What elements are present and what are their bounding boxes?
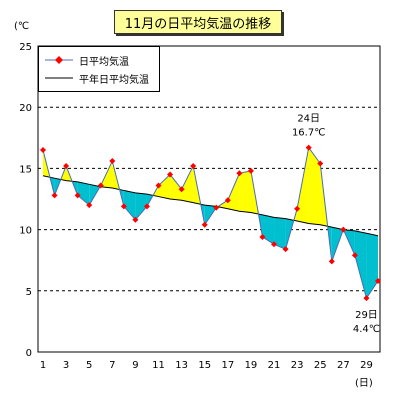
point-day-4 bbox=[74, 192, 81, 199]
x-tick-19: 19 bbox=[245, 360, 258, 371]
x-tick-27: 27 bbox=[337, 360, 350, 371]
point-day-26 bbox=[328, 258, 335, 265]
y-tick-10: 10 bbox=[19, 226, 32, 237]
x-tick-29: 29 bbox=[360, 360, 373, 371]
point-day-30 bbox=[375, 278, 381, 285]
fill-segment-11 bbox=[170, 174, 182, 201]
point-day-12 bbox=[167, 171, 174, 178]
annotation-day-24: 24日 bbox=[297, 114, 320, 125]
fill-segment-7 bbox=[123, 190, 136, 220]
series-line-daily bbox=[42, 146, 379, 300]
x-tick-labels: 1 3 5 7 9 11 13 15 17 19 21 23 25 27 29 bbox=[40, 360, 373, 371]
point-day-5 bbox=[86, 202, 93, 209]
fill-segment-22 bbox=[297, 147, 309, 224]
point-day-24 bbox=[305, 144, 312, 151]
point-day-15 bbox=[201, 221, 208, 228]
point-day-22 bbox=[282, 246, 289, 253]
x-tick-1: 1 bbox=[40, 360, 46, 371]
x-tick-7: 7 bbox=[109, 360, 115, 371]
point-day-25 bbox=[317, 160, 324, 167]
y-tick-5: 5 bbox=[26, 287, 32, 298]
point-day-9 bbox=[132, 216, 139, 223]
annotations: 24日 16.7℃ 29日 4.4℃ bbox=[292, 114, 380, 336]
chart-title-text: 11月の日平均気温の推移 bbox=[124, 16, 272, 32]
y-tick-labels: 0 5 10 15 20 25 bbox=[19, 42, 32, 359]
annotation-value-29: 4.4℃ bbox=[353, 324, 380, 335]
fill-segment-16 bbox=[227, 173, 240, 212]
x-tick-25: 25 bbox=[314, 360, 327, 371]
point-day-23 bbox=[294, 205, 301, 212]
point-day-1 bbox=[40, 147, 46, 154]
y-tick-15: 15 bbox=[19, 164, 32, 175]
legend: 日平均気温 平年日平均気温 bbox=[38, 46, 160, 92]
grid-lines bbox=[38, 106, 380, 292]
x-tick-15: 15 bbox=[198, 360, 211, 371]
point-day-8 bbox=[120, 203, 127, 210]
y-tick-25: 25 bbox=[19, 42, 32, 53]
fill-segment-27 bbox=[354, 230, 367, 299]
legend-label-normal: 平年日平均気温 bbox=[79, 74, 149, 86]
point-day-13 bbox=[178, 186, 185, 193]
point-day-3 bbox=[63, 162, 70, 169]
legend-swatch-daily bbox=[45, 56, 73, 64]
x-tick-23: 23 bbox=[291, 360, 304, 371]
legend-label-daily: 日平均気温 bbox=[79, 56, 129, 68]
y-axis-unit: (℃ bbox=[14, 21, 29, 32]
fill-segment-17 bbox=[239, 170, 251, 213]
x-tick-17: 17 bbox=[221, 360, 234, 371]
fill-segment-8 bbox=[135, 192, 147, 220]
x-tick-13: 13 bbox=[175, 360, 188, 371]
point-day-16 bbox=[213, 204, 220, 211]
point-day-2 bbox=[51, 192, 58, 199]
point-day-19 bbox=[247, 167, 254, 174]
daily-markers bbox=[40, 144, 381, 302]
y-tick-20: 20 bbox=[19, 103, 32, 114]
annotation-day-29: 29日 bbox=[355, 310, 378, 321]
x-tick-5: 5 bbox=[86, 360, 92, 371]
fill-segment-23 bbox=[308, 147, 321, 225]
point-day-11 bbox=[155, 182, 162, 189]
point-day-6 bbox=[97, 182, 104, 189]
x-tick-11: 11 bbox=[152, 360, 165, 371]
point-day-29 bbox=[363, 295, 370, 302]
y-tick-0: 0 bbox=[26, 348, 32, 359]
point-day-18 bbox=[236, 170, 243, 177]
fill-segment-20 bbox=[274, 217, 286, 250]
point-day-14 bbox=[190, 162, 197, 169]
chart-title: 11月の日平均気温の推移 bbox=[114, 10, 282, 34]
point-day-27 bbox=[340, 226, 347, 233]
point-day-28 bbox=[351, 252, 358, 259]
x-tick-9: 9 bbox=[132, 360, 138, 371]
legend-item-daily: 日平均気温 bbox=[43, 53, 129, 68]
fill-segment-28 bbox=[366, 233, 378, 299]
fill-segment-10 bbox=[158, 174, 171, 199]
point-day-10 bbox=[143, 203, 150, 210]
point-day-17 bbox=[224, 197, 231, 204]
point-day-7 bbox=[109, 158, 116, 165]
point-day-20 bbox=[259, 233, 266, 240]
fill-segment-12 bbox=[181, 165, 194, 203]
legend-swatch-normal bbox=[45, 77, 73, 79]
fill-segment-3 bbox=[77, 181, 90, 206]
x-tick-3: 3 bbox=[63, 360, 69, 371]
x-tick-21: 21 bbox=[268, 360, 281, 371]
point-day-21 bbox=[271, 241, 278, 248]
annotation-value-24: 16.7℃ bbox=[292, 128, 326, 139]
x-axis-unit: (日) bbox=[355, 378, 373, 389]
legend-item-normal: 平年日平均気温 bbox=[43, 71, 149, 86]
